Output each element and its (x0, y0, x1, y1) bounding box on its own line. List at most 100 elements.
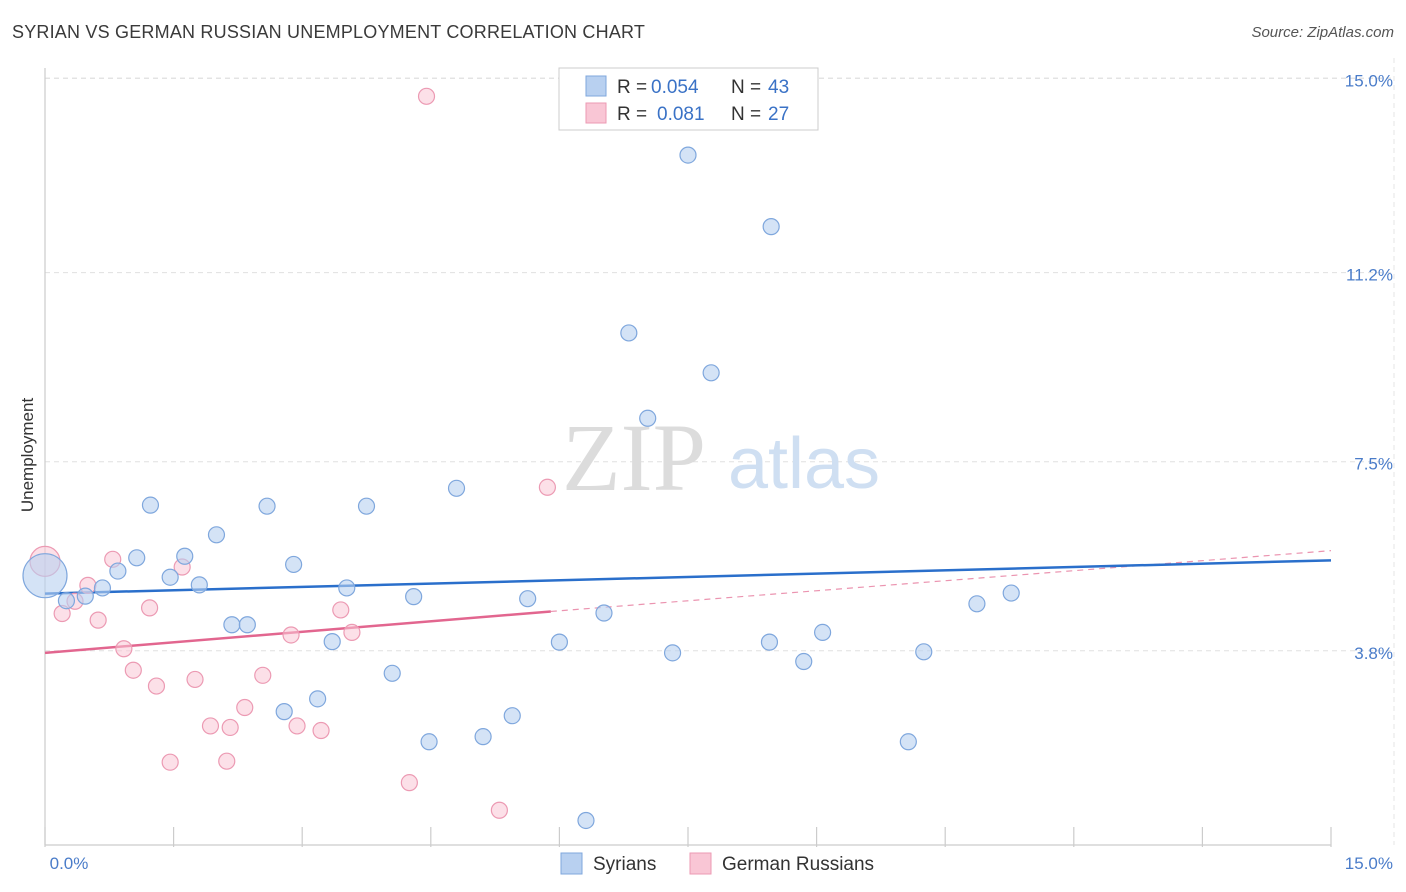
bottom-legend-swatch-syrians (560, 852, 583, 875)
legend-r-value-german: 0.081 (657, 104, 705, 125)
syrians-point (285, 555, 303, 574)
legend-n-value-german: 27 (768, 104, 789, 125)
syrians-trend-line (44, 559, 1332, 595)
syrians-point (405, 588, 423, 606)
legend-swatch-german-russians (585, 102, 607, 124)
axes (44, 68, 1332, 847)
syrians-point (639, 409, 657, 427)
syrians-point (323, 633, 341, 651)
german-russians-point (490, 801, 508, 819)
syrians-point (338, 579, 356, 597)
syrians-point (258, 497, 276, 515)
syrians-point (663, 644, 682, 662)
german-russians-point (140, 599, 159, 617)
syrians-point (577, 811, 595, 830)
syrians-point (238, 616, 256, 634)
syrians-point (679, 146, 697, 164)
syrians-point (915, 643, 933, 661)
syrians-point (762, 218, 780, 236)
syrians-point (795, 652, 813, 671)
syrians-point (447, 479, 466, 497)
german-russians-trend-extension (550, 550, 1332, 613)
syrians-point (207, 526, 226, 544)
german-russians-point (343, 623, 361, 642)
syrians-point (275, 703, 293, 721)
german-russians-point (186, 670, 204, 689)
syrians-point (109, 562, 127, 580)
bottom-legend-syrians: Syrians (593, 854, 656, 875)
watermark-zip: ZIP (562, 404, 706, 511)
syrians-point (474, 728, 492, 746)
legend-r-label-syrians: R = (617, 77, 647, 98)
x-tick-label-max: 15.0% (1345, 854, 1393, 873)
german-russians-point (221, 718, 239, 737)
syrians-point (519, 590, 537, 608)
german-russians-point (282, 626, 300, 644)
legend-n-value-syrians: 43 (768, 77, 789, 98)
y-axis-title: Unemployment (18, 398, 37, 513)
syrians-point (550, 633, 569, 651)
syrians-point (223, 616, 241, 634)
syrians-point (357, 497, 376, 515)
bottom-legend-german-russians: German Russians (722, 854, 874, 875)
syrians-point (128, 549, 146, 567)
syrians-points (22, 146, 1020, 830)
syrians-point (309, 690, 327, 708)
syrians-point (57, 592, 76, 610)
german-russians-point (288, 717, 306, 735)
german-russians-point (89, 611, 107, 629)
syrians-point (1002, 584, 1020, 602)
x-tick-label-min: 0.0% (50, 854, 89, 873)
legend-n-label-german: N = (731, 104, 761, 125)
bottom-legend-swatch-german-russians (689, 852, 712, 875)
syrians-point (503, 707, 521, 725)
syrians-point (383, 664, 401, 682)
syrians-point (141, 496, 160, 514)
german-russians-point (312, 721, 330, 740)
y-tick-label: 11.2% (1346, 266, 1393, 285)
syrians-point (93, 579, 112, 597)
syrians-point (760, 633, 779, 651)
syrians-point (176, 547, 194, 565)
tick-labels: 3.8% 7.5% 11.2% 15.0% 0.0% 15.0% (50, 71, 1393, 873)
grid-lines (45, 58, 1395, 845)
legend-r-label-german: R = (617, 104, 647, 125)
y-tick-label: 3.8% (1354, 644, 1393, 663)
trend-lines (44, 550, 1332, 655)
syrians-point (161, 568, 179, 586)
german-russians-point (218, 752, 236, 770)
german-russians-point (115, 640, 133, 658)
german-russians-points (29, 87, 556, 819)
syrians-point (899, 733, 917, 751)
y-tick-label: 15.0% (1345, 71, 1393, 90)
german-russians-point (417, 87, 436, 105)
syrians-point (420, 733, 438, 751)
syrians-point (22, 553, 68, 599)
german-russians-point (147, 677, 166, 695)
syrians-point (190, 576, 208, 594)
source-credit: Source: ZipAtlas.com (1251, 24, 1394, 41)
chart-title: SYRIAN VS GERMAN RUSSIAN UNEMPLOYMENT CO… (12, 22, 646, 42)
legend-n-label-syrians: N = (731, 77, 761, 98)
syrians-point (620, 324, 638, 342)
watermark-atlas: atlas (728, 424, 880, 504)
legend-r-value-syrians: 0.054 (651, 77, 699, 98)
german-russians-point (161, 753, 179, 771)
y-tick-label: 7.5% (1354, 455, 1393, 474)
german-russians-point (538, 478, 556, 496)
syrians-point (814, 623, 832, 642)
syrians-point (702, 364, 720, 382)
series-legend: Syrians German Russians (560, 852, 874, 875)
german-russians-point (254, 666, 272, 684)
german-russians-point (332, 601, 350, 619)
german-russians-point (124, 661, 142, 679)
syrians-point (595, 604, 613, 622)
legend-swatch-syrians (585, 75, 607, 97)
correlation-legend: R = 0.054 N = 43 R = 0.081 N = 27 (558, 67, 819, 131)
german-russians-point (201, 717, 220, 735)
syrians-point (76, 587, 94, 605)
syrians-point (968, 595, 986, 613)
german-russians-point (400, 774, 418, 792)
german-russians-point (236, 698, 254, 717)
